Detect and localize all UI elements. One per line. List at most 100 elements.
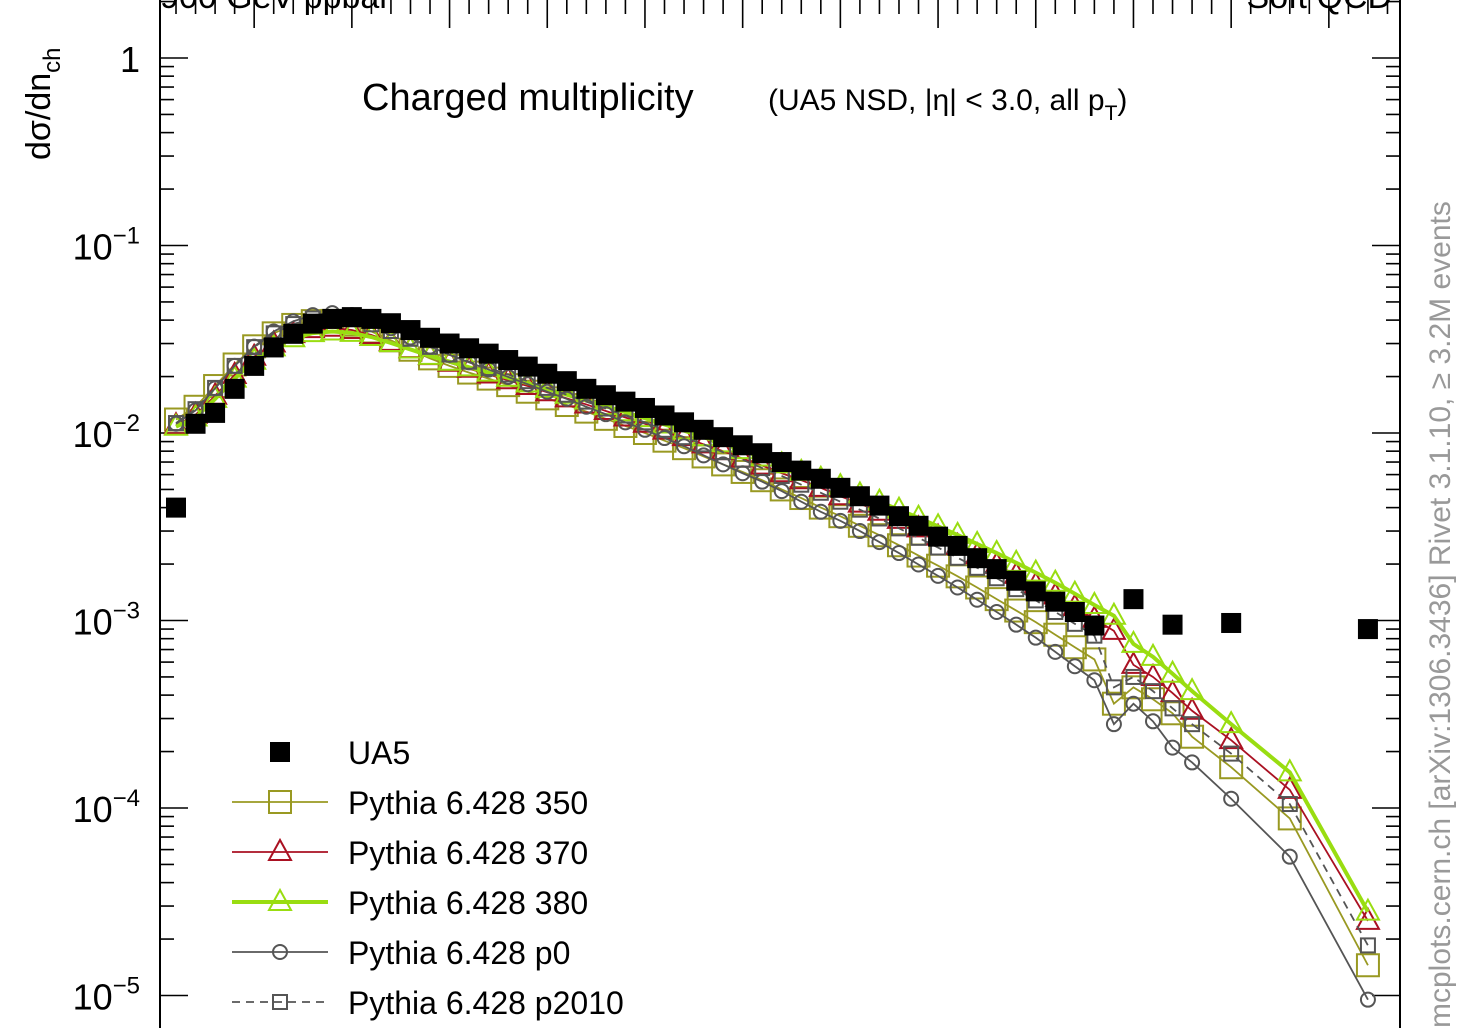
series-pythia-6-428-350: [164, 308, 1380, 978]
data-point: [1355, 953, 1380, 978]
data-point: [558, 390, 575, 407]
data-point: [1023, 558, 1049, 582]
data-point: [459, 338, 480, 359]
legend: UA5 Pythia 6.428 350 Pythia 6.428 370 Pythi…: [232, 735, 624, 1021]
data-point: [769, 477, 794, 502]
y-tick-label: 10−1: [73, 223, 140, 268]
data-point: [1045, 591, 1066, 612]
data-point: [1355, 897, 1381, 921]
y-tick-label-base: 1: [120, 39, 140, 80]
data-point: [1277, 758, 1303, 782]
y-tick-label-exp: −1: [113, 223, 140, 250]
data-point: [749, 451, 775, 475]
data-point: [949, 579, 966, 596]
data-point: [1086, 672, 1103, 689]
data-point: [888, 506, 909, 527]
data-point: [205, 402, 226, 423]
series-line: [175, 326, 1369, 922]
data-point: [1027, 629, 1044, 646]
data-point: [773, 483, 790, 500]
data-point: [1223, 790, 1240, 807]
data-point: [361, 308, 382, 329]
legend-marker: [272, 944, 288, 960]
data-point: [1184, 716, 1201, 733]
data-point: [1101, 691, 1126, 716]
data-point: [1218, 726, 1244, 750]
data-point: [1281, 796, 1298, 813]
data-point: [830, 477, 851, 498]
data-point: [988, 604, 1005, 621]
data-point: [322, 308, 343, 329]
legend-marker: [268, 790, 292, 814]
y-axis-label: dσ/dnch: [20, 47, 66, 160]
data-point: [1179, 696, 1205, 720]
data-point: [244, 355, 265, 376]
data-point: [1219, 755, 1244, 780]
legend-entry: Pythia 6.428 p2010: [232, 985, 624, 1021]
data-point: [1006, 570, 1027, 591]
data-point: [1064, 602, 1085, 623]
y-tick-label: 10−4: [73, 785, 140, 830]
legend-marker: [272, 994, 288, 1010]
data-point: [851, 523, 868, 540]
y-tick-label-exp: −4: [113, 785, 140, 812]
data-point: [969, 591, 986, 608]
chart-subtitle: (UA5 NSD, |η| < 3.0, all pT): [768, 84, 1127, 125]
data-point: [812, 503, 829, 520]
header-left: 900 GeV ppbar: [160, 0, 391, 16]
y-tick-label: 10−2: [73, 410, 140, 455]
data-point: [849, 486, 870, 507]
data-point: [1066, 658, 1083, 675]
data-point: [1023, 610, 1048, 635]
legend-marker: [267, 837, 293, 861]
data-point: [224, 378, 245, 399]
data-point: [1359, 991, 1376, 1008]
data-point: [1062, 635, 1087, 660]
axis-ticks: [160, 0, 1400, 997]
data-point: [597, 406, 614, 423]
data-point: [715, 456, 732, 473]
data-point: [163, 412, 189, 436]
data-point: [793, 493, 810, 510]
data-point: [791, 460, 812, 481]
data-point: [168, 415, 184, 432]
data-point: [615, 391, 636, 412]
data-point: [1184, 754, 1201, 771]
data-point: [1008, 616, 1025, 633]
data-point: [890, 545, 907, 562]
y-tick-label-base: 10: [73, 789, 113, 830]
legend-label: UA5: [348, 735, 410, 771]
y-tick-label-exp: −5: [113, 973, 140, 1000]
legend-marker: [267, 887, 293, 911]
data-point: [1277, 806, 1302, 831]
y-tick-labels: 110−110−210−310−410−5: [73, 39, 140, 1018]
data-point: [1105, 716, 1122, 733]
data-point: [319, 317, 346, 341]
data-point: [1141, 687, 1165, 712]
data-point: [1101, 601, 1127, 625]
data-point: [380, 313, 401, 334]
data-point: [676, 438, 693, 455]
data-point: [1120, 650, 1147, 674]
data-point: [1223, 745, 1240, 762]
header-right: Soft QCD: [1247, 0, 1392, 16]
data-point: [1042, 568, 1068, 592]
data-point: [771, 452, 792, 473]
data-point: [1105, 679, 1122, 696]
data-point: [928, 526, 949, 547]
data-point: [617, 414, 634, 431]
data-point: [341, 307, 362, 328]
data-point: [656, 430, 673, 447]
data-point: [246, 338, 263, 355]
series-ua5: [166, 307, 1378, 640]
data-point: [810, 468, 831, 489]
legend-entry: Pythia 6.428 370: [232, 835, 588, 871]
data-point: [695, 447, 712, 464]
data-point: [910, 556, 927, 573]
legend-label: Pythia 6.428 380: [348, 885, 588, 921]
data-point: [578, 398, 595, 415]
data-point: [420, 327, 441, 348]
data-point: [576, 378, 597, 399]
data-point: [1218, 710, 1244, 734]
